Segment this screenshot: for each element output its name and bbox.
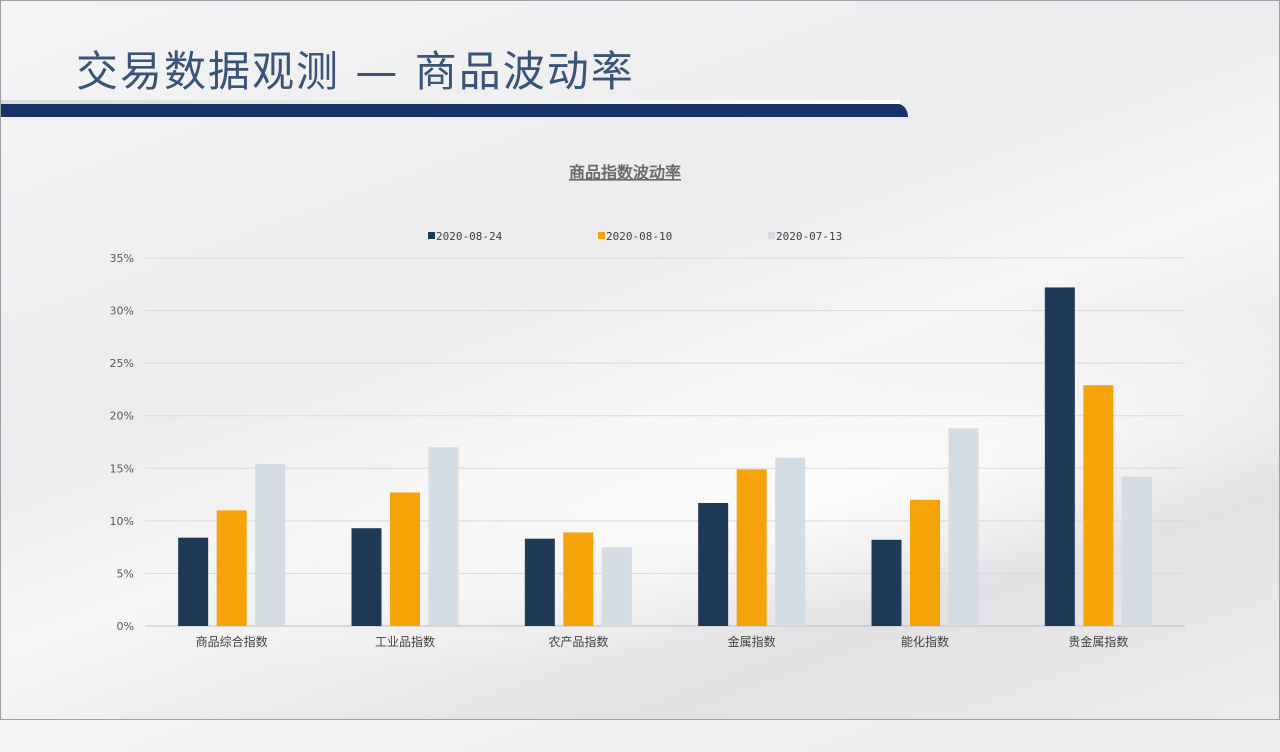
y-tick-label: 0% bbox=[117, 620, 134, 633]
title-bar bbox=[0, 104, 908, 117]
chart-title: 商品指数波动率 bbox=[569, 163, 681, 182]
bar bbox=[428, 447, 459, 626]
bar bbox=[351, 528, 382, 626]
y-tick-label: 5% bbox=[117, 567, 134, 580]
legend-swatch bbox=[428, 232, 435, 239]
bar bbox=[563, 532, 594, 626]
x-tick-label: 商品综合指数 bbox=[196, 634, 268, 649]
y-tick-label: 10% bbox=[110, 515, 134, 528]
y-tick-label: 15% bbox=[110, 462, 134, 475]
bar bbox=[601, 547, 632, 626]
legend-swatch bbox=[768, 232, 775, 239]
bar bbox=[1083, 385, 1114, 626]
bar bbox=[1121, 476, 1152, 626]
legend-label: 2020-07-13 bbox=[776, 230, 842, 243]
bar bbox=[1044, 287, 1075, 626]
gridlines bbox=[145, 257, 1185, 627]
x-axis: 商品综合指数 工业品指数 农产品指数 金属指数 能化指数 贵金属指数 bbox=[196, 634, 1129, 649]
title-bar-highlight bbox=[0, 100, 900, 104]
x-tick-label: 贵金属指数 bbox=[1068, 634, 1128, 649]
x-tick-label: 工业品指数 bbox=[375, 634, 435, 649]
bars bbox=[178, 287, 1152, 626]
bar-chart: 商品指数波动率 2020-08-24 2020-08-10 2020-07-13 0… bbox=[110, 163, 1185, 649]
legend: 2020-08-24 2020-08-10 2020-07-13 bbox=[428, 230, 842, 243]
bar bbox=[216, 510, 247, 626]
x-tick-label: 金属指数 bbox=[728, 634, 776, 649]
x-tick-label: 能化指数 bbox=[901, 634, 949, 649]
bar bbox=[524, 538, 555, 626]
bar bbox=[775, 457, 806, 626]
bar bbox=[255, 464, 286, 626]
y-tick-label: 20% bbox=[110, 410, 134, 423]
bar bbox=[736, 469, 767, 626]
legend-label: 2020-08-10 bbox=[606, 230, 672, 243]
bar bbox=[698, 502, 729, 626]
y-tick-label: 30% bbox=[110, 305, 134, 318]
slide-title: 交易数据观测 — 商品波动率 bbox=[76, 47, 635, 96]
bar bbox=[390, 492, 420, 626]
y-tick-label: 35% bbox=[110, 252, 134, 265]
legend-swatch bbox=[598, 232, 605, 239]
y-axis: 0% 5% 10% 15% 20% 25% 30% 35% bbox=[110, 252, 134, 633]
x-tick-label: 农产品指数 bbox=[548, 634, 608, 649]
bar bbox=[910, 499, 940, 626]
bar bbox=[178, 537, 209, 626]
legend-label: 2020-08-24 bbox=[436, 230, 503, 243]
bar bbox=[871, 539, 902, 626]
y-tick-label: 25% bbox=[110, 357, 134, 370]
bar bbox=[948, 428, 979, 626]
